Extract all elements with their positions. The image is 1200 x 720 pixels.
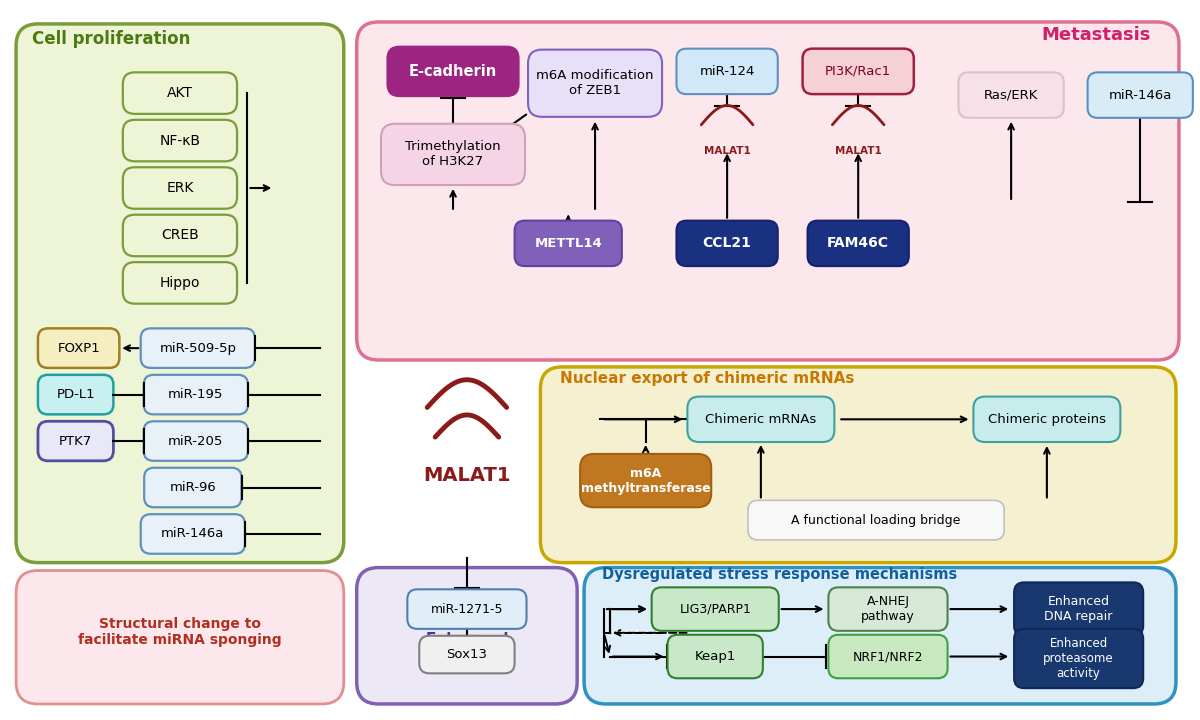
Text: Chimeric proteins: Chimeric proteins: [988, 413, 1106, 426]
FancyBboxPatch shape: [382, 124, 526, 185]
FancyBboxPatch shape: [748, 500, 1004, 540]
FancyBboxPatch shape: [1014, 629, 1144, 688]
Text: CCL21: CCL21: [703, 236, 751, 251]
Text: Structural change to
facilitate miRNA sponging: Structural change to facilitate miRNA sp…: [78, 617, 282, 647]
Text: miR-124: miR-124: [700, 65, 755, 78]
FancyBboxPatch shape: [122, 73, 238, 114]
FancyBboxPatch shape: [828, 635, 948, 678]
Text: FAM46C: FAM46C: [827, 236, 889, 251]
Text: Cell proliferation: Cell proliferation: [32, 30, 191, 48]
FancyBboxPatch shape: [356, 567, 577, 704]
Text: A-NHEJ
pathway: A-NHEJ pathway: [862, 595, 914, 623]
Text: miR-96: miR-96: [169, 481, 216, 494]
FancyBboxPatch shape: [677, 49, 778, 94]
Text: Hippo: Hippo: [160, 276, 200, 290]
FancyBboxPatch shape: [144, 375, 248, 415]
Text: miR-1271-5: miR-1271-5: [431, 603, 503, 616]
Text: miR-205: miR-205: [168, 435, 223, 448]
Text: A functional loading bridge: A functional loading bridge: [791, 513, 961, 526]
Text: PTK7: PTK7: [59, 435, 92, 448]
FancyBboxPatch shape: [16, 24, 343, 562]
Text: Sox13: Sox13: [446, 648, 487, 661]
FancyBboxPatch shape: [528, 50, 662, 117]
FancyBboxPatch shape: [122, 262, 238, 304]
Text: Keap1: Keap1: [695, 650, 736, 663]
Text: MALAT1: MALAT1: [703, 146, 750, 156]
Text: MALAT1: MALAT1: [835, 146, 882, 156]
Text: Trimethylation
of H3K27: Trimethylation of H3K27: [406, 140, 500, 168]
FancyBboxPatch shape: [584, 567, 1176, 704]
FancyBboxPatch shape: [803, 49, 914, 94]
FancyBboxPatch shape: [140, 514, 245, 554]
FancyBboxPatch shape: [356, 22, 1178, 360]
Text: Enhanced
glycolysis: Enhanced glycolysis: [425, 632, 509, 665]
Text: CREB: CREB: [161, 228, 199, 243]
FancyBboxPatch shape: [144, 421, 248, 461]
FancyBboxPatch shape: [677, 220, 778, 266]
FancyBboxPatch shape: [688, 397, 834, 442]
Text: AKT: AKT: [167, 86, 193, 100]
FancyBboxPatch shape: [144, 468, 241, 508]
Text: Nuclear export of chimeric mRNAs: Nuclear export of chimeric mRNAs: [560, 371, 854, 386]
FancyBboxPatch shape: [122, 120, 238, 161]
FancyBboxPatch shape: [122, 167, 238, 209]
Text: miR-146a: miR-146a: [161, 528, 224, 541]
FancyBboxPatch shape: [1087, 73, 1193, 118]
Text: PI3K/Rac1: PI3K/Rac1: [826, 65, 892, 78]
FancyBboxPatch shape: [38, 421, 114, 461]
Text: PD-L1: PD-L1: [56, 388, 95, 401]
Text: Enhanced
DNA repair: Enhanced DNA repair: [1044, 595, 1112, 623]
FancyBboxPatch shape: [16, 570, 343, 704]
Text: NRF1/NRF2: NRF1/NRF2: [853, 650, 923, 663]
Text: miR-146a: miR-146a: [1109, 89, 1172, 102]
FancyBboxPatch shape: [540, 367, 1176, 562]
FancyBboxPatch shape: [140, 328, 254, 368]
FancyBboxPatch shape: [388, 47, 518, 96]
Text: E-cadherin: E-cadherin: [409, 64, 497, 79]
Text: miR-509-5p: miR-509-5p: [160, 341, 236, 355]
Text: Metastasis: Metastasis: [1042, 26, 1151, 44]
Text: m6A modification
of ZEB1: m6A modification of ZEB1: [536, 69, 654, 97]
FancyBboxPatch shape: [1014, 582, 1144, 636]
Text: Chimeric mRNAs: Chimeric mRNAs: [706, 413, 816, 426]
Text: METTL14: METTL14: [534, 237, 602, 250]
FancyBboxPatch shape: [515, 220, 622, 266]
Text: Enhanced
proteasome
activity: Enhanced proteasome activity: [1043, 637, 1114, 680]
FancyBboxPatch shape: [122, 215, 238, 256]
Text: ERK: ERK: [167, 181, 193, 195]
Text: NF-κB: NF-κB: [160, 134, 200, 148]
FancyBboxPatch shape: [959, 73, 1063, 118]
Text: Ras/ERK: Ras/ERK: [984, 89, 1038, 102]
FancyBboxPatch shape: [652, 588, 779, 631]
FancyBboxPatch shape: [808, 220, 908, 266]
FancyBboxPatch shape: [38, 375, 114, 415]
FancyBboxPatch shape: [828, 588, 948, 631]
FancyBboxPatch shape: [419, 636, 515, 673]
Text: FOXP1: FOXP1: [58, 341, 100, 355]
Text: miR-195: miR-195: [168, 388, 223, 401]
Text: LIG3/PARP1: LIG3/PARP1: [679, 603, 751, 616]
Text: m6A
methyltransferase: m6A methyltransferase: [581, 467, 710, 495]
Text: MALAT1: MALAT1: [424, 466, 511, 485]
FancyBboxPatch shape: [667, 635, 763, 678]
FancyBboxPatch shape: [38, 328, 119, 368]
FancyBboxPatch shape: [407, 589, 527, 629]
FancyBboxPatch shape: [973, 397, 1121, 442]
Text: Dysregulated stress response mechanisms: Dysregulated stress response mechanisms: [602, 567, 958, 582]
FancyBboxPatch shape: [580, 454, 712, 508]
